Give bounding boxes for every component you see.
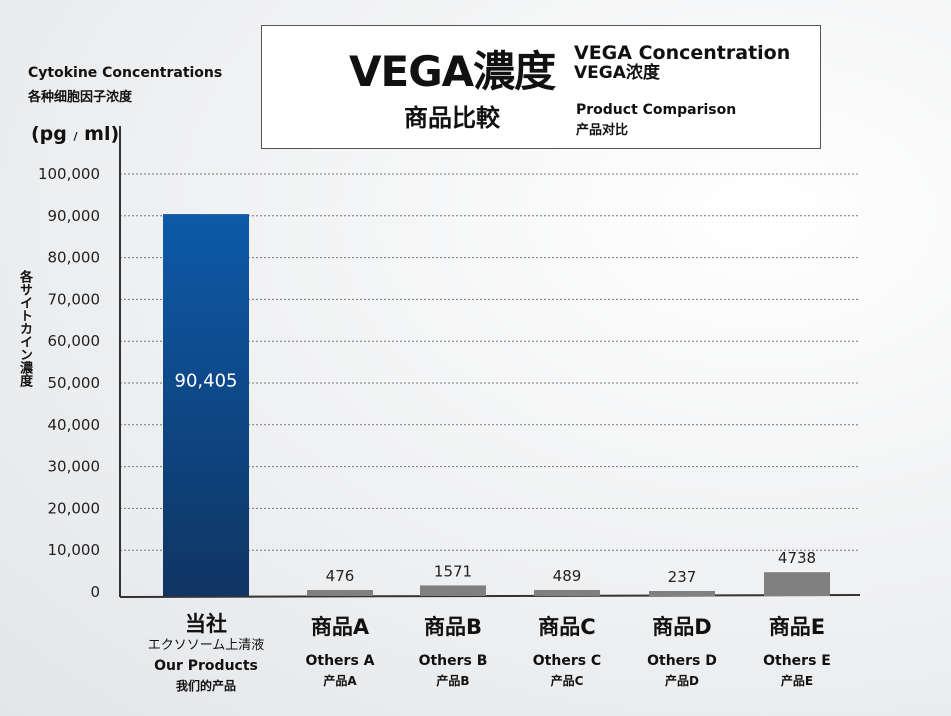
bar-5 — [649, 591, 715, 596]
x-axis — [119, 594, 861, 598]
category-name-en: Others E — [763, 653, 831, 669]
category-name-en: Others D — [647, 653, 717, 669]
y-tick-label: 80,000 — [48, 249, 101, 267]
category-name-cn: 产品C — [550, 674, 584, 688]
category-label: 当社エクソソーム上清液 Our Products 我们的产品 — [146, 611, 266, 695]
chart-title-en: VEGA Concentration — [574, 42, 791, 64]
bar-4 — [534, 589, 600, 596]
bar-value-label: 476 — [326, 567, 355, 585]
bar-6 — [764, 572, 830, 596]
y-tick-label: 100,000 — [38, 165, 100, 183]
y-tick-label: 0 — [90, 583, 100, 601]
measure-label-en: Cytokine Concentrations — [28, 65, 223, 81]
unit-open: (pg — [31, 123, 67, 145]
category-name-cn: 产品D — [665, 674, 699, 688]
y-tick-label: 70,000 — [48, 290, 101, 308]
measure-label-cn: 各种细胞因子浓度 — [28, 90, 133, 105]
y-tick-label: 30,000 — [48, 458, 101, 476]
title-box: VEGA濃度 商品比較 VEGA Concentration VEGA浓度 Pr… — [261, 25, 821, 149]
category-name-cn: 产品B — [436, 674, 470, 688]
unit-label: (pg / ml) — [31, 123, 119, 145]
category-name-en: Others A — [305, 653, 375, 669]
bar-value-label: 1571 — [434, 562, 472, 580]
chart-subtitle-en: Product Comparison — [576, 102, 737, 118]
category-name-cn: 产品A — [323, 674, 357, 688]
chart-subtitle: 商品比較 — [404, 104, 500, 132]
bar-1 — [163, 214, 249, 596]
category-name-en: Our Products — [154, 658, 258, 674]
bar-value-label: 90,405 — [175, 370, 238, 391]
category-name-jp: 商品C — [538, 615, 596, 639]
unit-slash: / — [73, 130, 78, 143]
bar-value-label: 4738 — [778, 549, 816, 567]
category-name-jp: 商品D — [652, 615, 712, 639]
bar-2 — [307, 590, 373, 596]
category-name-en: Others C — [532, 653, 602, 669]
y-axis-label: 各サイトカイン濃度 — [17, 270, 32, 387]
chart-title: VEGA濃度 — [349, 47, 556, 96]
unit-close: ml) — [84, 123, 120, 145]
category-label: 商品C Others C 产品C — [507, 614, 627, 690]
category-name-jp: 当社 — [185, 612, 227, 636]
category-label: 商品D Others D 产品D — [622, 614, 742, 690]
y-tick-label: 40,000 — [48, 416, 101, 434]
bar-value-label: 489 — [553, 567, 582, 585]
y-tick-label: 90,000 — [48, 207, 101, 225]
category-name-cn: 产品E — [780, 674, 814, 688]
category-name-jp: 商品B — [423, 615, 482, 639]
chart-title-cn: VEGA浓度 — [574, 63, 660, 83]
category-label: 商品A Others A 产品A — [280, 614, 400, 690]
y-tick-label: 10,000 — [48, 541, 101, 559]
y-tick-label: 60,000 — [48, 332, 101, 350]
bar-value-label: 237 — [668, 568, 697, 586]
category-name-jp: 商品E — [768, 615, 826, 639]
category-name-jp: 商品A — [310, 615, 370, 639]
y-tick-label: 20,000 — [48, 499, 101, 517]
chart-subtitle-cn: 产品对比 — [576, 123, 629, 138]
category-name-cn: 我们的产品 — [175, 679, 236, 693]
category-sub-jp: エクソソーム上清液 — [147, 638, 265, 653]
bar-3 — [420, 585, 486, 596]
category-label: 商品B Others B 产品B — [393, 614, 513, 690]
category-label: 商品E Others E 产品E — [737, 614, 857, 690]
y-tick-label: 50,000 — [48, 374, 101, 392]
category-name-en: Others B — [418, 653, 488, 669]
